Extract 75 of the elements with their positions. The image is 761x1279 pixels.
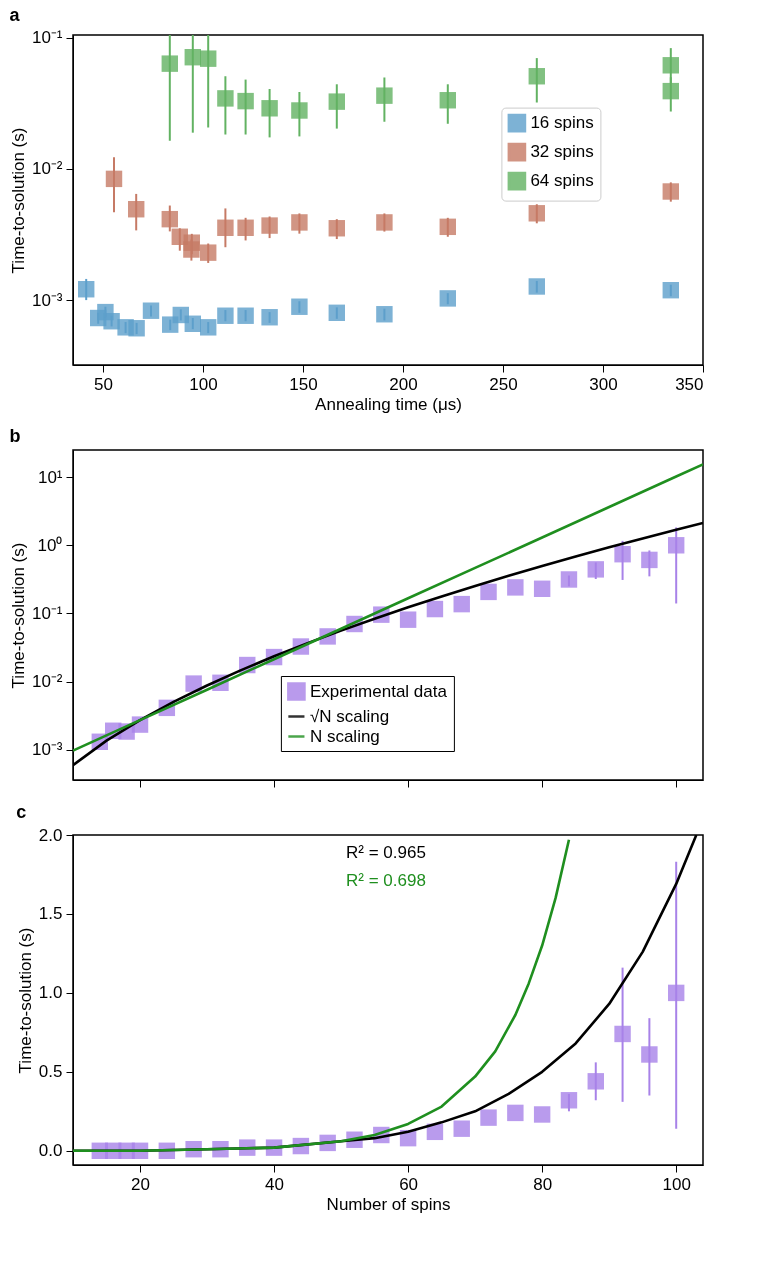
x-tick-label: 20 (131, 1174, 150, 1194)
point (426, 600, 444, 618)
y-axis-title: Time-to-solution (s) (8, 542, 28, 689)
x-tick-label: 250 (489, 374, 518, 394)
y-tick-label: 10⁻² (31, 159, 63, 179)
point (507, 579, 524, 596)
point (662, 281, 680, 299)
y-tick-label: 10⁻¹ (31, 603, 63, 623)
point (376, 87, 393, 104)
point (261, 100, 278, 117)
point (507, 1104, 524, 1122)
chart-title: b (9, 426, 21, 446)
point (185, 675, 202, 692)
x-tick-label: 50 (94, 374, 113, 394)
point (261, 309, 278, 326)
point (291, 102, 308, 119)
legend-label: N scaling (309, 726, 380, 746)
point (183, 241, 200, 258)
point (376, 306, 393, 323)
x-tick-label: 200 (389, 374, 418, 394)
y-tick-label: 1.0 (38, 983, 63, 1003)
y-tick-label: 10¹ (37, 467, 63, 487)
point (217, 307, 234, 324)
point (439, 290, 457, 307)
y-tick-label: 2.0 (38, 825, 63, 845)
point (560, 571, 578, 588)
point (142, 302, 160, 319)
y-tick-label: 10⁻² (31, 672, 63, 692)
y-tick-label: 0.5 (38, 1062, 63, 1082)
x-tick-label: 300 (589, 374, 618, 394)
y-tick-label: 10⁻³ (31, 290, 63, 310)
point (291, 298, 308, 315)
x-tick-label: 100 (189, 374, 218, 394)
x-tick-label: 60 (399, 1174, 419, 1194)
point (399, 611, 417, 628)
point (217, 90, 234, 107)
point (480, 583, 497, 601)
x-tick-label: 40 (265, 1174, 285, 1194)
x-tick-label: 100 (662, 1174, 691, 1194)
y-tick-label: 1.5 (38, 904, 63, 924)
annotation: R² = 0.698 (345, 871, 426, 890)
x-tick-label: 150 (289, 374, 318, 394)
x-tick-label: 350 (675, 374, 704, 394)
chart-title: c (16, 802, 27, 822)
y-tick-label: 10⁻¹ (31, 28, 63, 48)
point (237, 307, 254, 324)
y-axis-title: Time-to-solution (s) (15, 927, 35, 1074)
x-axis-title: Annealing time (μs) (315, 394, 462, 414)
point (453, 1120, 470, 1137)
point (533, 580, 551, 597)
point (128, 320, 145, 337)
chart-title: a (9, 4, 21, 25)
annotation: R² = 0.965 (345, 843, 426, 862)
legend-label: 64 spins (530, 171, 594, 191)
y-tick-label: 0.0 (38, 1141, 63, 1161)
point (480, 1109, 497, 1126)
point (261, 217, 278, 234)
point (533, 1106, 551, 1123)
y-tick-label: 10⁰ (37, 535, 63, 555)
legend-label: Experimental data (309, 681, 448, 701)
line-series (73, 463, 703, 752)
point (641, 1046, 658, 1063)
point (199, 319, 217, 336)
point (291, 214, 308, 231)
point (453, 595, 470, 613)
point (328, 304, 346, 322)
y-axis-title: Time-to-solution (s) (8, 127, 28, 274)
legend-label: 16 spins (530, 113, 594, 133)
point (376, 214, 393, 231)
y-tick-label: 10⁻³ (31, 740, 63, 760)
legend-label: √N scaling (309, 706, 390, 726)
x-tick-label: 80 (533, 1174, 553, 1194)
x-axis-title: Number of spins (326, 1194, 451, 1214)
point (528, 278, 546, 295)
legend-label: 32 spins (530, 142, 594, 162)
